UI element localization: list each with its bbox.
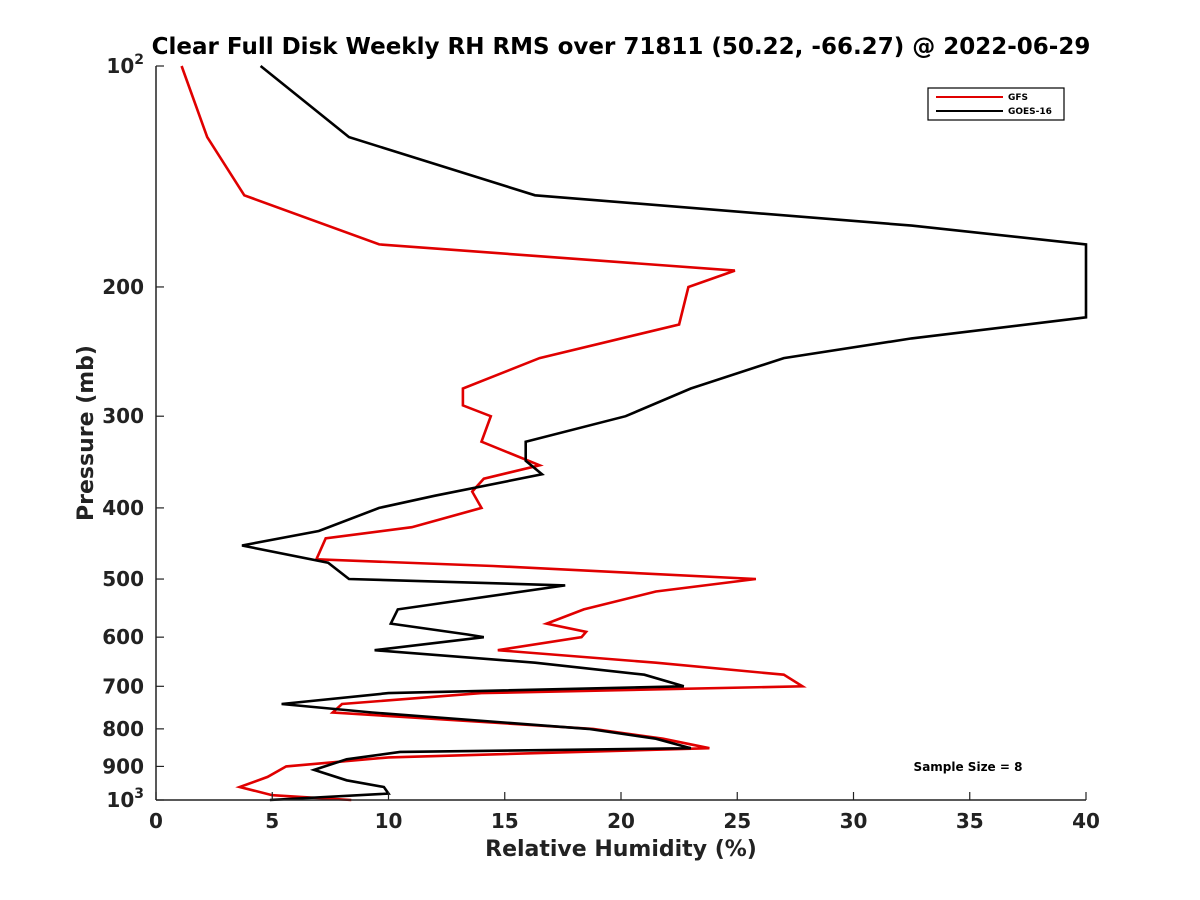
y-tick-label: 200 [102, 275, 144, 299]
series-line-goes16 [241, 64, 1088, 802]
legend-label-goes16: GOES-16 [1008, 107, 1052, 117]
y-tick-label: 700 [102, 674, 144, 698]
series-layer [180, 64, 1088, 802]
y-tick-label: 400 [102, 496, 144, 520]
x-tick-label: 35 [956, 809, 984, 833]
y-tick-label: 102 [106, 52, 144, 78]
x-tick-label: 30 [840, 809, 868, 833]
x-tick-label: 25 [723, 809, 751, 833]
legend: GFS GOES-16 [927, 87, 1065, 121]
y-axis-label: Pressure (mb) [74, 345, 99, 521]
y-tick-label: 800 [102, 717, 144, 741]
x-axis-label: Relative Humidity (%) [485, 837, 757, 862]
plot-area: 0 5 10 15 20 25 30 35 40 102 200 300 400 500 600 700 80… [102, 52, 1100, 833]
x-tick-label: 10 [375, 809, 403, 833]
x-ticks: 0 5 10 15 20 25 30 35 40 [149, 792, 1100, 833]
x-tick-label: 0 [149, 809, 163, 833]
plot-background [156, 66, 1086, 800]
x-tick-label: 40 [1072, 809, 1100, 833]
legend-label-gfs: GFS [1008, 93, 1028, 103]
x-tick-label: 15 [491, 809, 519, 833]
chart-title: Clear Full Disk Weekly RH RMS over 71811… [152, 34, 1091, 60]
y-ticks: 102 200 300 400 500 600 700 800 900 103 [102, 52, 164, 812]
y-tick-label: 300 [102, 404, 144, 428]
x-tick-label: 5 [265, 809, 279, 833]
x-tick-label: 20 [607, 809, 635, 833]
series-line-gfs [180, 65, 807, 802]
legend-box [927, 87, 1065, 121]
sample-size-annotation: Sample Size = 8 [914, 760, 1023, 774]
y-tick-label: 900 [102, 754, 144, 778]
y-tick-label: 103 [106, 786, 144, 812]
y-tick-label: 600 [102, 625, 144, 649]
y-tick-label: 500 [102, 567, 144, 591]
